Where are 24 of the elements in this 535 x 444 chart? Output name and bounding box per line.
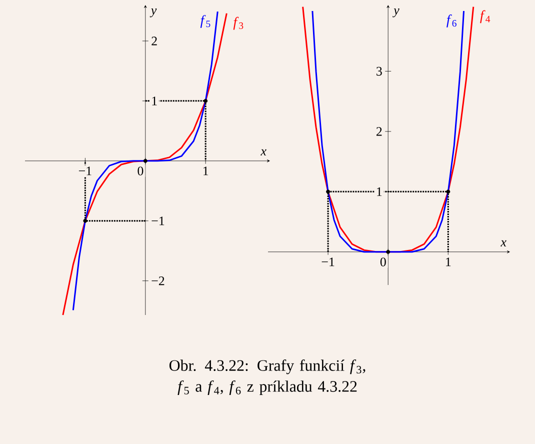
series-label: f$_{5}$ (200, 15, 210, 28)
y-tick-label: 3 (376, 66, 382, 76)
point (143, 158, 148, 163)
x-tick-label: 0 (380, 258, 386, 266)
x-axis-title: x (500, 240, 506, 246)
series-label: f$_{4}$ (480, 10, 490, 24)
x-tick-label: 1 (203, 166, 208, 176)
x-tick-label: 0 (138, 166, 144, 176)
y-tick-label: 1 (152, 96, 157, 106)
y-tick-label: 2 (152, 36, 157, 46)
y-tick-label: 2 (376, 127, 382, 136)
x-tick-label: 1 (446, 258, 451, 266)
x-axis-title: x (260, 149, 266, 156)
y-tick-label: −2 (152, 276, 164, 286)
y-axis-title: y (150, 8, 157, 18)
series-label: f$_{3}$ (233, 16, 244, 30)
point (83, 218, 88, 223)
y-tick-label: −1 (152, 216, 164, 226)
point (204, 98, 208, 103)
series-label: f$_{6}$ (446, 14, 456, 28)
y-tick-label: 1 (377, 187, 382, 196)
y-axis-title: y (392, 8, 400, 18)
x-tick-label: −1 (322, 258, 334, 266)
x-tick-label: −1 (78, 166, 92, 176)
